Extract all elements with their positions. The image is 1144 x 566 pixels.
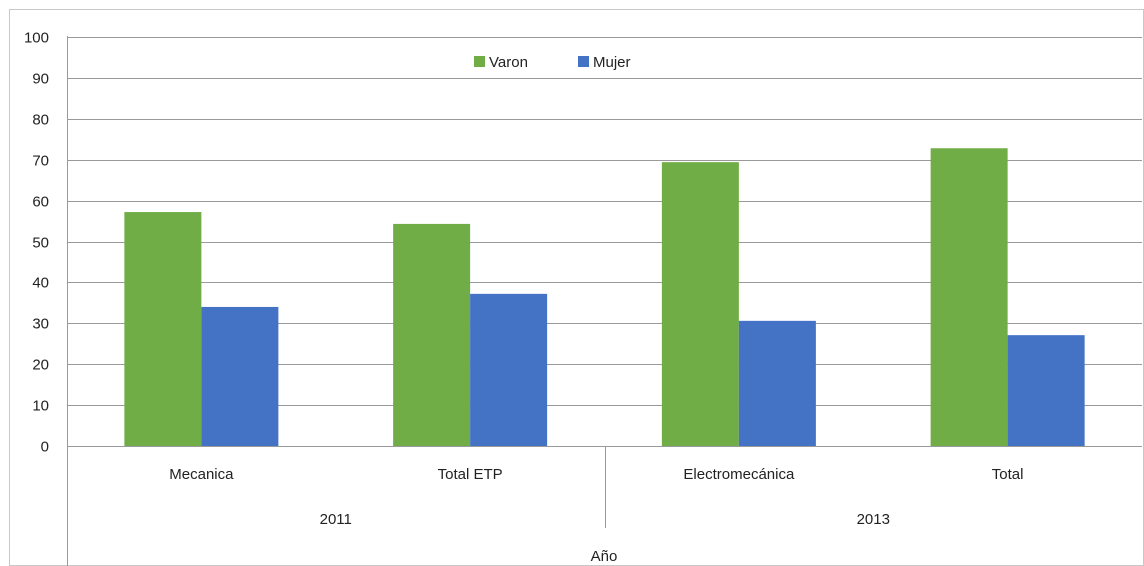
bars xyxy=(124,148,1085,447)
y-tick-label: 80 xyxy=(32,112,49,129)
legend-label-mujer: Mujer xyxy=(593,54,631,71)
bar-varon-1 xyxy=(393,223,471,446)
bar-varon-0 xyxy=(124,212,202,446)
bar-mujer-2 xyxy=(738,320,816,446)
bar-varon-2 xyxy=(661,162,739,447)
bar-mujer-1 xyxy=(470,293,548,446)
legend-swatch-varon xyxy=(474,56,485,67)
y-tick-label: 40 xyxy=(32,275,49,292)
x-axis-title: Año xyxy=(591,548,618,565)
axis-labels: 0 10 20 30 40 50 60 70 80 90 100 2011 2013 Mecanica To… xyxy=(24,30,1024,566)
group-label-2011: 2011 xyxy=(320,511,352,528)
y-tick-label: 60 xyxy=(32,194,49,211)
category-label: Mecanica xyxy=(169,466,234,483)
legend-swatch-mujer xyxy=(578,56,589,67)
y-tick-label: 50 xyxy=(32,235,49,252)
legend-label-varon: Varon xyxy=(489,54,528,71)
category-label: Electromecánica xyxy=(683,466,795,483)
y-tick-label: 90 xyxy=(32,71,49,88)
y-tick-label: 70 xyxy=(32,153,49,170)
y-tick-label: 0 xyxy=(41,439,49,456)
bar-mujer-0 xyxy=(201,306,279,446)
bar-mujer-3 xyxy=(1007,335,1085,446)
y-tick-label: 100 xyxy=(24,30,49,47)
y-tick-label: 30 xyxy=(32,316,49,333)
group-label-2013: 2013 xyxy=(857,511,890,528)
y-tick-label: 10 xyxy=(32,398,49,415)
category-label: Total ETP xyxy=(438,466,503,483)
y-tick-label: 20 xyxy=(32,357,49,374)
legend: Varon Mujer xyxy=(474,54,631,71)
category-label: Total xyxy=(992,466,1024,483)
bar-varon-3 xyxy=(930,148,1008,447)
